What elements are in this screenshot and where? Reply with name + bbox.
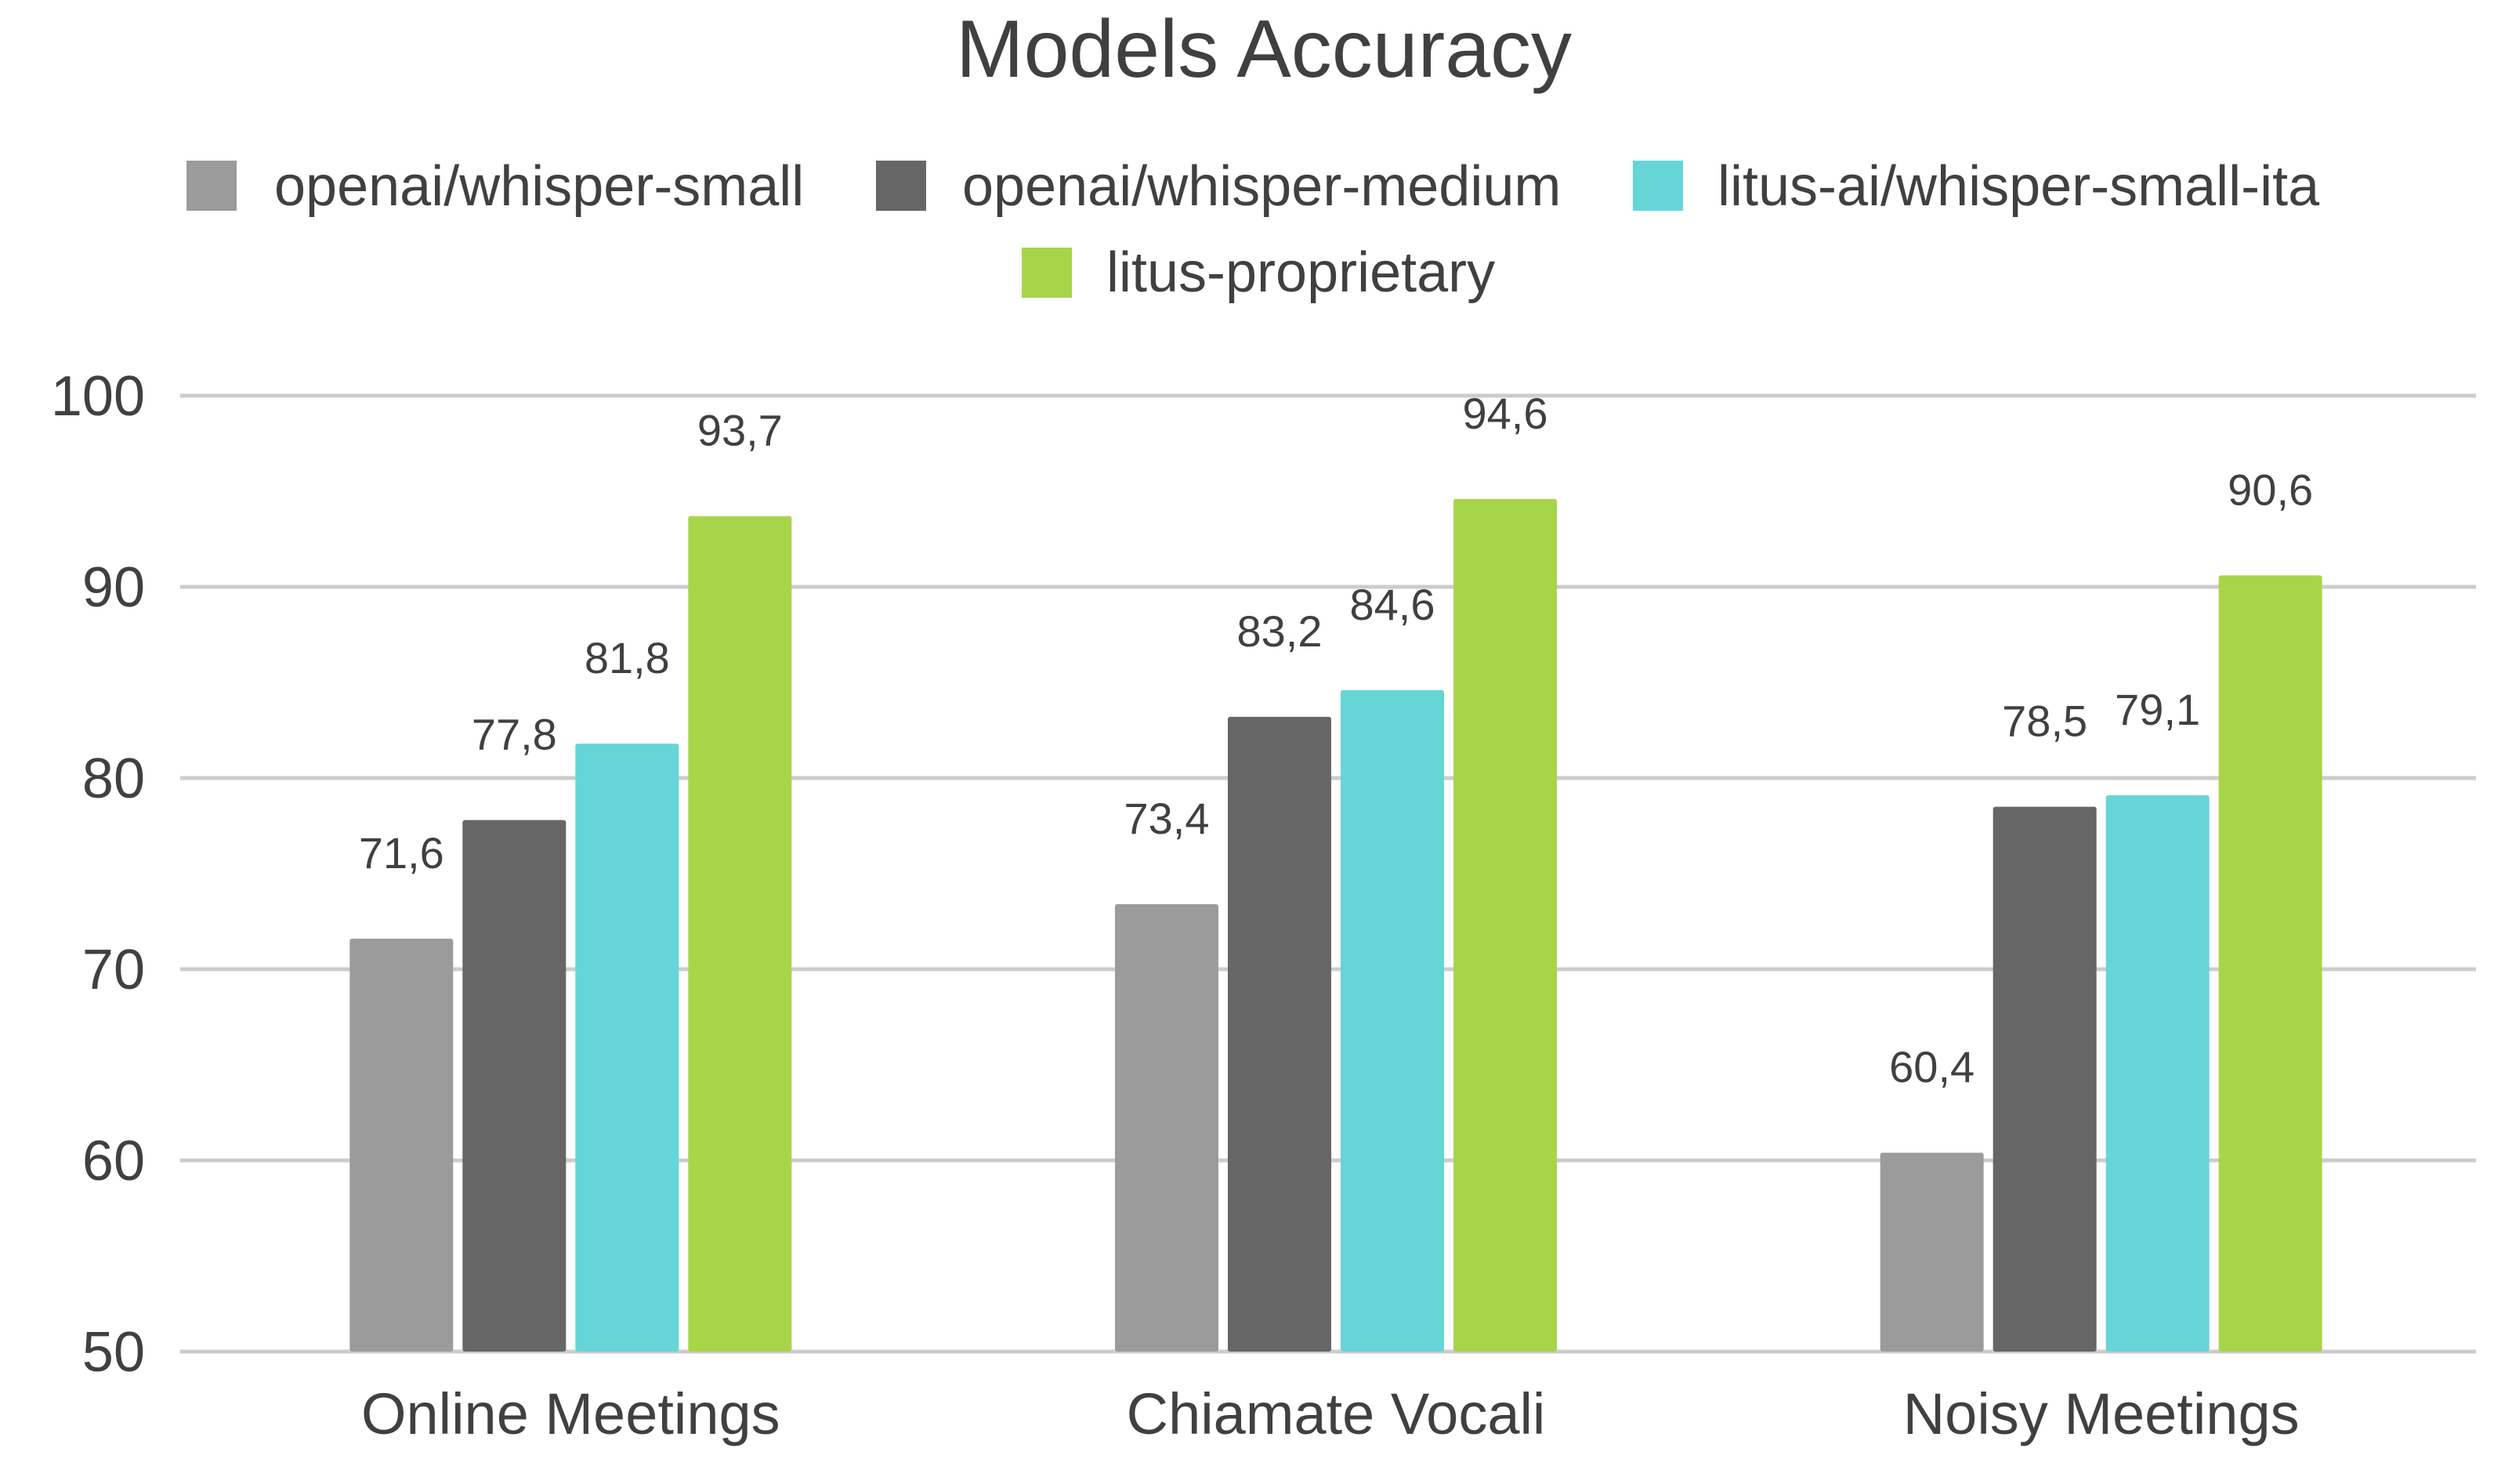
bar	[688, 516, 792, 1352]
x-tick-label: Noisy Meetings	[1903, 1381, 2300, 1446]
y-tick-label: 100	[51, 365, 145, 428]
chart-title: Models Accuracy	[956, 4, 1572, 95]
legend-label: litus-proprietary	[1106, 241, 1495, 304]
y-axis: 50 60 70 80 90 100	[51, 365, 145, 1384]
bar	[1341, 690, 1444, 1352]
data-label: 71,6	[359, 828, 444, 878]
data-label: 60,4	[1889, 1042, 1974, 1091]
x-axis: Online Meetings Chiamate Vocali Noisy Meet…	[361, 1381, 2300, 1446]
x-tick-label: Chiamate Vocali	[1127, 1381, 1546, 1446]
bar	[349, 938, 454, 1352]
bar	[1228, 716, 1331, 1352]
y-tick-label: 60	[82, 1130, 145, 1193]
bar	[462, 820, 566, 1352]
y-tick-label: 80	[82, 747, 145, 810]
x-tick-label: Online Meetings	[361, 1381, 780, 1446]
legend-item-openai-whisper-small: openai/whisper-small	[186, 155, 804, 218]
bar	[2218, 575, 2322, 1352]
legend-item-litus-ai-whisper-small-ita: litus-ai/whisper-small-ita	[1633, 155, 2320, 218]
bar	[1993, 806, 2097, 1352]
legend-label: litus-ai/whisper-small-ita	[1717, 155, 2320, 218]
legend-swatch	[1022, 248, 1072, 298]
data-label: 90,6	[2228, 465, 2313, 514]
y-tick-label: 90	[82, 556, 145, 619]
legend-swatch	[186, 161, 237, 211]
data-label: 94,6	[1463, 389, 1548, 438]
bar	[1880, 1153, 1984, 1352]
bar	[1115, 904, 1218, 1352]
bar	[575, 744, 679, 1352]
data-label: 77,8	[472, 710, 557, 759]
y-tick-label: 70	[82, 939, 145, 1001]
bars	[349, 498, 2322, 1352]
legend-label: openai/whisper-medium	[962, 155, 1561, 218]
data-labels: 71,6 77,8 81,8 93,7 73,4 83,2 84,6 94,6 60,4 78,5…	[359, 389, 2313, 1091]
data-label: 73,4	[1124, 794, 1210, 843]
legend-swatch	[1633, 161, 1683, 211]
legend: openai/whisper-small openai/whisper-medi…	[186, 155, 2320, 304]
legend-label: openai/whisper-small	[274, 155, 804, 218]
bar	[2105, 794, 2210, 1352]
data-label: 78,5	[2002, 697, 2087, 746]
data-label: 79,1	[2115, 685, 2200, 734]
data-label: 84,6	[1350, 580, 1435, 629]
data-label: 93,7	[697, 406, 783, 455]
data-label: 81,8	[585, 633, 670, 682]
bar	[1453, 498, 1557, 1352]
y-tick-label: 50	[82, 1321, 145, 1384]
legend-swatch	[876, 161, 926, 211]
legend-item-openai-whisper-medium: openai/whisper-medium	[876, 155, 1561, 218]
legend-item-litus-proprietary: litus-proprietary	[1022, 241, 1495, 304]
data-label: 83,2	[1237, 606, 1323, 656]
